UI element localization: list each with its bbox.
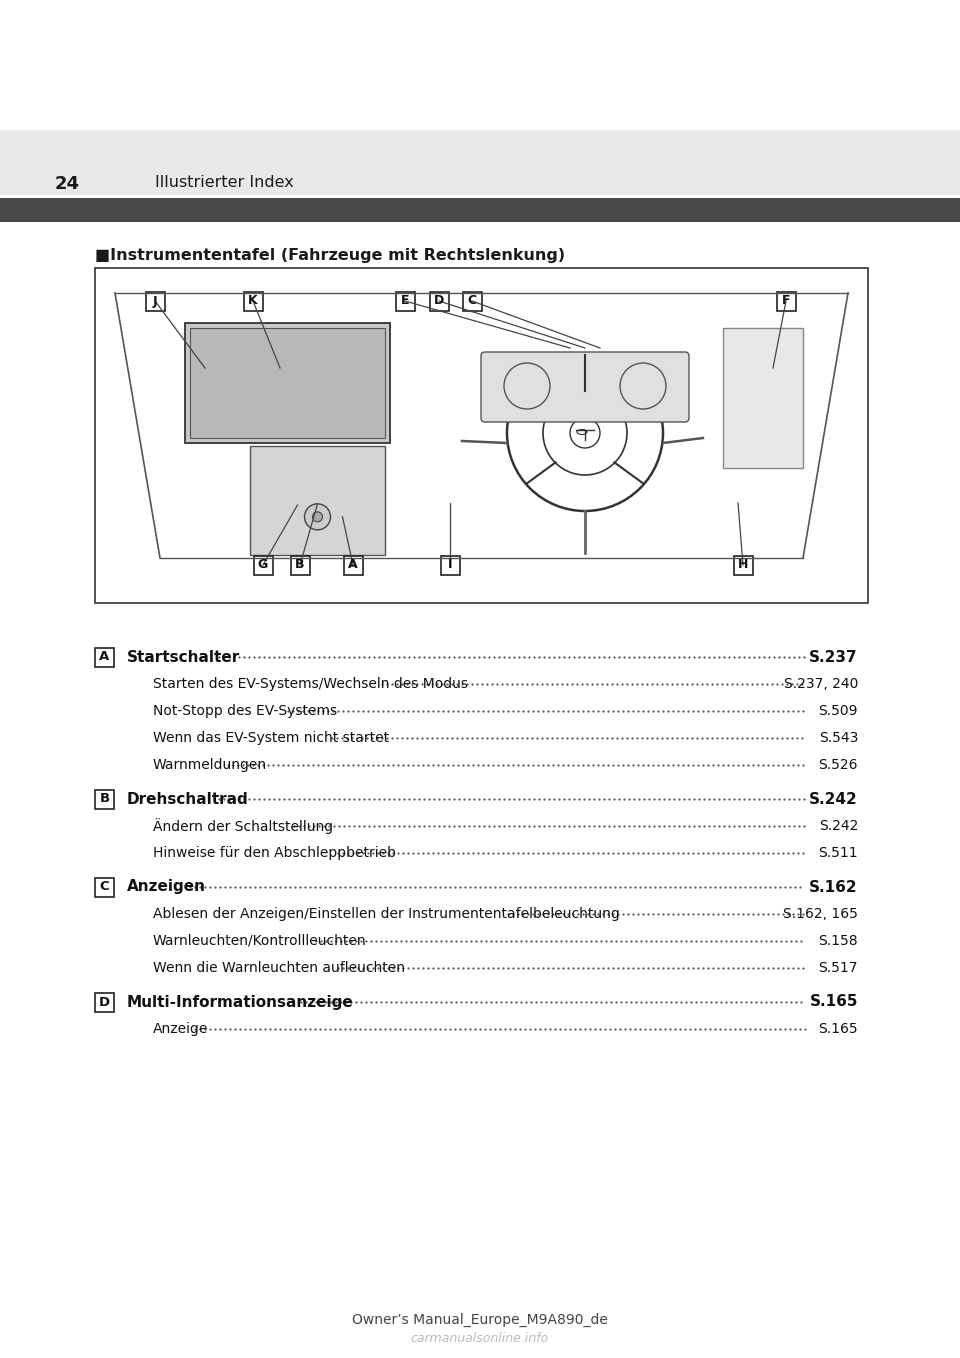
Bar: [777, 292, 796, 311]
Text: Illustrierter Index: Illustrierter Index: [155, 175, 294, 190]
Bar: [396, 292, 415, 311]
Text: K: K: [249, 295, 258, 307]
Text: Hinweise für den Abschleppbetrieb: Hinweise für den Abschleppbetrieb: [153, 846, 396, 860]
Text: Anzeige: Anzeige: [153, 1023, 208, 1036]
Text: C: C: [468, 295, 476, 307]
Bar: [190, 329, 385, 439]
Text: ■Instrumententafel (Fahrzeuge mit Rechtslenkung): ■Instrumententafel (Fahrzeuge mit Rechts…: [95, 249, 565, 263]
Text: Startschalter: Startschalter: [127, 649, 240, 664]
Circle shape: [570, 418, 600, 448]
Bar: [733, 555, 753, 574]
Text: A: A: [348, 558, 358, 572]
Text: Anzeigen: Anzeigen: [127, 880, 206, 895]
Bar: [185, 323, 390, 443]
Text: E: E: [400, 295, 409, 307]
Text: Ablesen der Anzeigen/Einstellen der Instrumententafelbeleuchtung: Ablesen der Anzeigen/Einstellen der Inst…: [153, 907, 620, 921]
Bar: [253, 555, 273, 574]
Text: Wenn die Warnleuchten aufleuchten: Wenn die Warnleuchten aufleuchten: [153, 961, 405, 975]
Text: F: F: [781, 295, 790, 307]
Bar: [463, 292, 482, 311]
Text: D: D: [99, 995, 110, 1009]
Text: Owner’s Manual_Europe_M9A890_de: Owner’s Manual_Europe_M9A890_de: [352, 1313, 608, 1327]
Text: S.509: S.509: [819, 703, 858, 718]
Text: D: D: [434, 295, 444, 307]
Text: S.242: S.242: [809, 792, 858, 807]
Bar: [0, 198, 960, 221]
Bar: [146, 292, 164, 311]
Circle shape: [313, 512, 323, 521]
Text: S.237: S.237: [809, 649, 858, 664]
Text: J: J: [153, 295, 157, 307]
Text: S.511: S.511: [818, 846, 858, 860]
Text: S.162: S.162: [809, 880, 858, 895]
Bar: [291, 555, 309, 574]
Bar: [0, 130, 960, 196]
Text: S.165: S.165: [809, 994, 858, 1009]
Text: Warnleuchten/Kontrollleuchten: Warnleuchten/Kontrollleuchten: [153, 934, 367, 948]
Text: Not-Stopp des EV-Systems: Not-Stopp des EV-Systems: [153, 703, 337, 718]
Text: S.543: S.543: [819, 731, 858, 746]
Bar: [244, 292, 262, 311]
Bar: [429, 292, 448, 311]
Text: S.517: S.517: [819, 961, 858, 975]
Bar: [95, 789, 114, 808]
Text: Wenn das EV-System nicht startet: Wenn das EV-System nicht startet: [153, 731, 389, 746]
Bar: [95, 877, 114, 896]
Circle shape: [304, 504, 330, 530]
Text: S.526: S.526: [819, 758, 858, 771]
Text: Multi-Informationsanzeige: Multi-Informationsanzeige: [127, 994, 353, 1009]
Text: Warnmeldungen: Warnmeldungen: [153, 758, 267, 771]
FancyBboxPatch shape: [481, 352, 689, 422]
Text: S.237, 240: S.237, 240: [783, 678, 858, 691]
Text: S.165: S.165: [818, 1023, 858, 1036]
Text: S.162, 165: S.162, 165: [783, 907, 858, 921]
Text: I: I: [447, 558, 452, 572]
Text: carmanualsonline.info: carmanualsonline.info: [411, 1331, 549, 1344]
Bar: [95, 648, 114, 667]
Text: 24: 24: [55, 175, 80, 193]
Text: B: B: [296, 558, 304, 572]
Bar: [441, 555, 460, 574]
Text: Drehschaltrad: Drehschaltrad: [127, 792, 249, 807]
Text: S.242: S.242: [819, 819, 858, 832]
Bar: [344, 555, 363, 574]
Text: S.158: S.158: [818, 934, 858, 948]
Text: G: G: [258, 558, 268, 572]
Bar: [95, 993, 114, 1012]
Text: H: H: [738, 558, 748, 572]
Text: Starten des EV-Systems/Wechseln des Modus: Starten des EV-Systems/Wechseln des Modu…: [153, 678, 468, 691]
Bar: [95, 268, 868, 603]
Text: A: A: [100, 650, 109, 664]
Text: Ändern der Schaltstellung: Ändern der Schaltstellung: [153, 818, 333, 834]
Text: C: C: [100, 880, 109, 894]
Text: B: B: [100, 793, 109, 805]
Bar: [250, 445, 385, 555]
Bar: [723, 329, 803, 469]
